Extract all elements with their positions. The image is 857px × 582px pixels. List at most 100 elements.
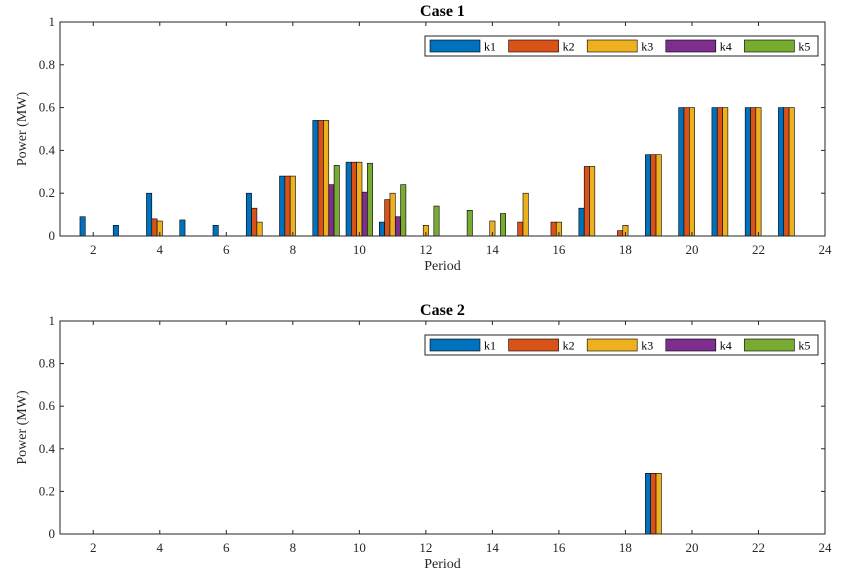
axes-box [59,320,826,535]
bar-k1-period-22 [744,107,751,237]
bar-k4-period-9 [328,184,335,237]
bar-k3-period-8 [289,175,296,237]
bar-k3-period-10 [356,161,363,237]
x-tick-label: 16 [552,540,566,555]
bar-k3-period-11 [389,192,396,237]
y-tick-label: 0.6 [39,100,56,115]
x-tick-label: 24 [819,540,833,555]
bar-k1-period-2 [79,216,86,237]
legend-label-k5: k5 [798,339,810,353]
legend-swatch-k5 [744,39,795,53]
bar-k2-period-10 [351,161,357,237]
chart-title: Case 1 [420,3,465,20]
legend-swatch-k5 [744,338,795,352]
y-axis-label: Power (MW) [15,390,30,465]
y-tick-label: 0.4 [39,142,56,157]
plot-area [60,321,825,534]
x-tick-label: 2 [90,540,97,555]
bar-k5-period-11 [400,184,407,237]
bar-k2-period-15 [517,221,524,237]
legend-swatch-k2 [508,338,559,352]
bar-k1-period-10 [345,161,352,237]
x-axis-label: Period [424,259,461,274]
bar-k1-period-20 [678,107,685,237]
axes-box [59,21,826,237]
x-tick-label: 10 [353,540,366,555]
x-tick-label: 8 [290,540,297,555]
bar-k1-period-7 [245,192,252,237]
legend-swatch-k1 [429,338,481,352]
plot-area [60,22,825,236]
y-tick-label: 0.8 [39,57,55,72]
legend-label-k2: k2 [563,339,575,353]
legend-swatch-k4 [665,338,717,352]
bar-k4-period-11 [394,216,401,237]
bar-k2-period-11 [384,199,391,237]
bars [645,472,662,535]
bar-k3-period-7 [256,221,263,237]
bar-k2-period-8 [284,175,291,237]
x-tick-label: 2 [90,242,97,257]
x-tick-label: 18 [619,242,632,257]
x-tick-label: 20 [685,242,698,257]
bar-k5-period-13 [466,210,473,237]
x-tick-label: 14 [486,540,500,555]
bar-k1-period-8 [279,175,286,237]
legend-label-k3: k3 [641,40,653,54]
bar-k4-period-10 [361,191,368,237]
bar-k1-period-21 [711,107,718,237]
y-tick-label: 0.6 [39,398,56,413]
legend-label-k1: k1 [484,40,496,54]
bar-k2-period-9 [317,120,324,237]
x-tick-label: 20 [685,540,698,555]
x-tick-label: 16 [552,242,566,257]
x-tick-label: 18 [619,540,632,555]
bar-k1-period-3 [112,225,119,237]
bar-k3-period-20 [688,107,695,237]
y-tick-label: 0 [49,526,56,541]
bar-k2-period-20 [683,107,690,237]
y-tick-label: 1 [49,14,56,29]
legend-swatch-k2 [508,39,559,53]
x-tick-label: 14 [486,242,500,257]
x-tick-label: 8 [290,242,297,257]
bar-k5-period-12 [433,205,440,237]
bar-k3-period-17 [589,166,596,237]
bar-k2-period-17 [583,166,590,237]
x-tick-label: 24 [819,242,833,257]
bar-k2-period-23 [783,107,790,237]
y-tick-label: 0.2 [39,483,55,498]
y-axis-label: Power (MW) [15,92,30,167]
x-tick-label: 6 [223,540,230,555]
bar-k3-period-23 [788,107,795,237]
y-tick-label: 0.4 [39,441,56,456]
bar-k3-period-19 [655,154,662,237]
legend-label-k5: k5 [798,40,810,54]
legend-label-k2: k2 [563,40,575,54]
bar-k1-period-19 [645,154,652,237]
bar-k1-period-6 [212,225,219,237]
x-tick-label: 4 [157,242,164,257]
legend-label-k3: k3 [641,339,653,353]
legend-label-k1: k1 [484,339,496,353]
x-tick-label: 12 [419,242,432,257]
bar-k3-period-22 [755,107,762,237]
bar-k3-period-9 [323,120,330,237]
legend-swatch-k4 [665,39,717,53]
y-tick-label: 0.8 [39,356,55,371]
legend-swatch-k3 [586,338,638,352]
bar-k5-period-10 [367,162,373,237]
legend-swatch-k1 [429,39,481,53]
legend: k1 k2 k3 k4 k5 [424,35,819,57]
legend-label-k4: k4 [720,339,732,353]
y-tick-label: 1 [49,313,56,328]
bar-k2-period-7 [251,207,258,237]
x-tick-label: 4 [157,540,164,555]
legend-label-k4: k4 [720,40,732,54]
bar-k1-period-19 [645,472,652,535]
x-tick-label: 12 [419,540,432,555]
bar-k5-period-14 [500,213,506,237]
x-tick-label: 22 [752,242,765,257]
